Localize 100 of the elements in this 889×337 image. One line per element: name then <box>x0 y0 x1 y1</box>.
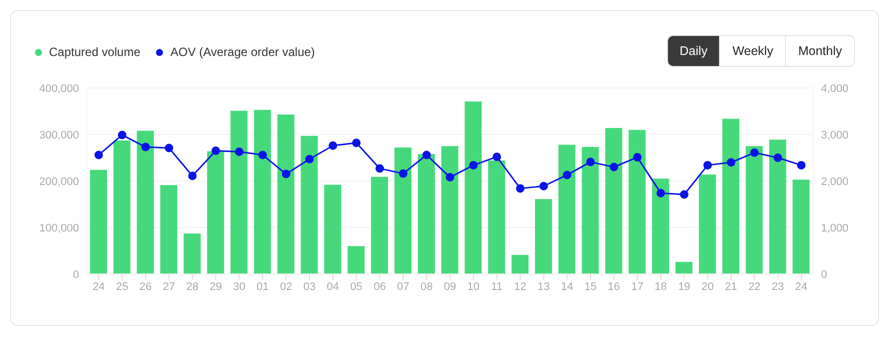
bar <box>675 262 692 274</box>
bar <box>113 140 130 274</box>
y-tick-label: 100,000 <box>39 222 79 234</box>
y2-tick-label: 4,000 <box>821 82 849 95</box>
x-tick-label: 27 <box>162 280 176 293</box>
x-tick-label: 24 <box>795 280 808 293</box>
x-tick-label: 11 <box>491 280 503 293</box>
bar <box>348 246 365 274</box>
point <box>375 164 384 173</box>
point <box>610 162 618 172</box>
legend-label: Captured volume <box>48 45 140 59</box>
x-tick-label: 17 <box>631 280 644 293</box>
x-tick-label: 09 <box>444 280 456 293</box>
x-tick-label: 06 <box>374 280 386 293</box>
point <box>258 150 267 160</box>
x-tick-label: 28 <box>186 280 199 293</box>
bar <box>160 185 178 274</box>
x-tick-label: 21 <box>724 280 738 293</box>
x-tick-label: 14 <box>560 280 574 293</box>
x-tick-label: 18 <box>654 280 667 293</box>
x-tick-label: 07 <box>397 280 410 293</box>
y2-tick-label: 3,000 <box>821 129 849 142</box>
bar <box>230 110 248 274</box>
bar <box>769 140 786 274</box>
point <box>352 138 361 148</box>
x-tick-label: 29 <box>210 280 222 293</box>
x-tick-label: 12 <box>514 280 526 293</box>
x-tick-label: 05 <box>350 280 362 293</box>
point <box>328 141 338 150</box>
point <box>633 153 642 162</box>
x-tick-label: 15 <box>584 280 597 293</box>
bar <box>464 101 482 274</box>
point <box>750 148 759 157</box>
x-tick-label: 22 <box>748 280 761 293</box>
bar <box>582 147 599 274</box>
y-tick-label: 400,000 <box>39 82 79 95</box>
x-tick-label: 20 <box>701 280 714 293</box>
bar <box>488 160 506 274</box>
x-tick-label: 02 <box>280 280 292 293</box>
point <box>188 172 197 180</box>
x-tick-label: 26 <box>139 280 152 293</box>
bar <box>441 146 458 274</box>
point <box>562 170 572 180</box>
bar <box>652 178 670 274</box>
bar <box>698 174 716 274</box>
x-tick-label: 13 <box>538 280 550 293</box>
bar <box>605 128 622 274</box>
point <box>446 173 454 182</box>
bar <box>534 199 552 274</box>
y2-tick-label: 2,000 <box>821 176 849 188</box>
y2-tick-label: 1,000 <box>821 222 849 234</box>
period-toggle: Daily Weekly Monthly <box>666 35 855 67</box>
x-tick-label: 30 <box>233 280 246 293</box>
point <box>539 182 548 190</box>
bar <box>300 136 318 274</box>
point <box>422 150 431 160</box>
point <box>797 160 806 170</box>
bar <box>207 151 224 274</box>
point <box>680 190 688 199</box>
y2-tick-label: 0 <box>821 268 828 281</box>
bar <box>136 130 154 274</box>
point <box>492 152 502 162</box>
bar <box>628 130 646 274</box>
x-tick-label: 04 <box>326 280 340 293</box>
point <box>94 150 103 160</box>
point <box>118 130 126 140</box>
bar <box>184 234 201 274</box>
y-tick-label: 200,000 <box>39 176 79 188</box>
x-tick-label: 23 <box>772 280 784 293</box>
point <box>703 160 712 170</box>
x-tick-label: 25 <box>116 280 128 293</box>
bar <box>418 154 435 274</box>
bar <box>371 176 388 274</box>
x-tick-label: 01 <box>256 280 269 293</box>
point <box>305 154 314 164</box>
x-tick-label: 08 <box>420 280 433 293</box>
point <box>586 158 595 166</box>
bar <box>792 180 810 274</box>
y-tick-label: 300,000 <box>39 129 79 142</box>
point <box>656 188 666 198</box>
point <box>164 144 174 152</box>
bar <box>90 170 107 274</box>
bar <box>746 146 763 274</box>
point <box>398 169 408 178</box>
x-tick-label: 16 <box>608 280 620 293</box>
bar <box>254 110 271 274</box>
x-tick-label: 24 <box>92 280 105 293</box>
x-tick-label: 19 <box>678 280 690 293</box>
point <box>726 158 736 167</box>
point <box>469 160 478 170</box>
bar <box>324 184 342 274</box>
point <box>774 154 782 162</box>
point <box>234 147 244 156</box>
x-tick-label: 10 <box>467 280 480 293</box>
y-tick-label: 0 <box>72 268 79 281</box>
point <box>141 142 150 152</box>
point <box>516 184 525 193</box>
bar <box>394 148 412 274</box>
bar <box>558 144 576 274</box>
bar <box>722 118 740 274</box>
